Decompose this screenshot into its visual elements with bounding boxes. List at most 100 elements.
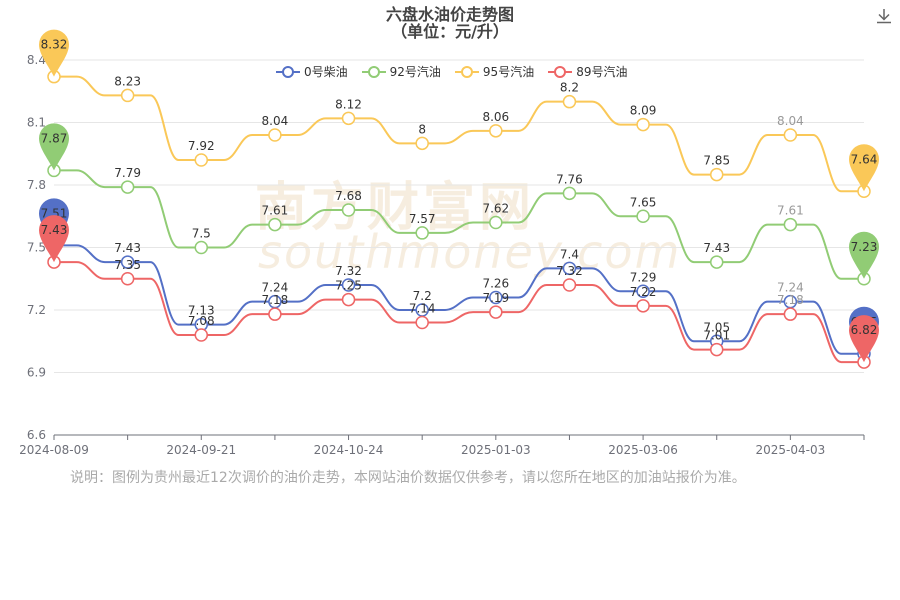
y-tick-label: 6.6 — [27, 428, 46, 442]
data-point — [120, 255, 135, 269]
map-pin-icon: 6.82 — [849, 315, 879, 363]
data-point — [194, 153, 209, 167]
data-point — [783, 128, 798, 142]
data-label: 7.05 — [703, 320, 730, 334]
data-label: 7.65 — [630, 195, 657, 209]
data-label: 7.68 — [335, 189, 362, 203]
series-line — [54, 261, 864, 364]
data-point — [120, 272, 135, 286]
pin-label: 7.43 — [41, 223, 68, 237]
data-point — [341, 203, 356, 217]
download-icon[interactable] — [874, 6, 894, 26]
data-point — [709, 255, 724, 269]
data-label: 7.61 — [262, 204, 289, 218]
y-tick-label: 6.9 — [27, 366, 46, 380]
data-label: 7.5 — [192, 227, 211, 241]
data-point — [562, 94, 577, 109]
legend-item[interactable]: 95号汽油 — [454, 63, 535, 80]
data-point — [562, 186, 577, 201]
legend-line-icon — [361, 65, 386, 78]
data-point — [341, 292, 356, 307]
data-point — [415, 315, 429, 330]
data-label: 7.32 — [335, 264, 362, 278]
data-label: 7.24 — [777, 281, 804, 295]
data-label: 7.92 — [188, 139, 215, 153]
x-tick-label: 2025-01-03 — [461, 443, 531, 457]
data-label: 7.18 — [777, 293, 804, 307]
data-label: 7.14 — [409, 302, 436, 316]
y-tick-label: 7.5 — [27, 241, 46, 255]
x-tick-label: 2025-03-06 — [608, 443, 678, 457]
data-label: 7.57 — [409, 212, 436, 226]
data-label: 7.76 — [556, 172, 583, 186]
y-tick-label: 7.2 — [27, 303, 46, 317]
data-point — [636, 299, 650, 313]
data-point — [415, 136, 429, 151]
data-label: 7.43 — [114, 241, 141, 255]
series-line — [54, 244, 864, 355]
data-label: 7.4 — [560, 247, 579, 261]
data-label: 7.13 — [188, 304, 215, 318]
pin-label: 8.32 — [41, 38, 68, 52]
legend-item[interactable]: 89号汽油 — [548, 63, 627, 80]
data-point — [489, 124, 503, 138]
pin-label: 7.23 — [851, 240, 878, 254]
data-point — [783, 307, 798, 321]
map-pin-icon: 8.32 — [39, 29, 69, 77]
legend-item[interactable]: 92号汽油 — [361, 63, 441, 80]
data-point — [562, 261, 577, 276]
data-label: 7.19 — [482, 291, 509, 305]
data-label: 7.26 — [482, 277, 509, 291]
legend-label: 89号汽油 — [576, 65, 628, 79]
legend-label: 0号柴油 — [304, 65, 348, 79]
data-label: 7.85 — [703, 154, 730, 168]
chart-note: 说明：图例为贵州最近12次调价的油价走势，本网站油价数据仅供参考，请以您所在地区… — [70, 470, 746, 486]
legend: 0号柴油 92号汽油 95号汽油 89号汽油 — [276, 63, 627, 80]
legend-line-icon — [548, 65, 573, 78]
data-point — [489, 305, 503, 319]
data-label: 7.2 — [413, 289, 432, 303]
data-point — [268, 128, 282, 142]
legend-line-icon — [454, 65, 479, 78]
data-point — [562, 278, 577, 292]
map-pin-icon: 7.64 — [849, 144, 879, 192]
data-point — [709, 342, 724, 357]
data-point — [120, 88, 135, 103]
data-label: 7.25 — [335, 279, 362, 293]
data-label: 7.18 — [262, 293, 289, 307]
legend-item[interactable]: 0号柴油 — [276, 63, 348, 80]
legend-line-icon — [276, 65, 300, 78]
data-label: 7.79 — [114, 166, 141, 180]
data-label: 7.43 — [703, 241, 730, 255]
data-point — [120, 180, 135, 194]
data-label: 7.62 — [482, 202, 509, 216]
data-point — [636, 117, 650, 132]
data-label: 8.06 — [482, 110, 509, 124]
data-point — [341, 111, 356, 126]
map-pin-icon: 7.23 — [849, 231, 879, 279]
data-label: 8.04 — [262, 114, 289, 128]
data-point — [489, 290, 503, 305]
data-label: 7.01 — [703, 329, 730, 343]
map-pin-icon: 7.43 — [39, 215, 69, 263]
data-label: 8 — [418, 122, 426, 136]
data-label: 8.2 — [560, 81, 579, 95]
y-tick-label: 8.4 — [27, 53, 46, 67]
legend-label: 95号汽油 — [482, 65, 535, 79]
data-label: 8.12 — [335, 97, 362, 111]
data-point — [194, 328, 209, 342]
data-label: 7.22 — [630, 285, 657, 299]
x-tick-label: 2025-04-03 — [755, 443, 825, 457]
data-point — [636, 209, 650, 223]
x-tick-label: 2024-09-21 — [166, 443, 236, 457]
data-label: 8.04 — [777, 114, 804, 128]
data-label: 7.29 — [630, 270, 657, 284]
data-label: 7.32 — [556, 264, 583, 278]
y-tick-label: 7.8 — [27, 178, 46, 192]
data-point — [636, 284, 650, 298]
data-label: 7.35 — [114, 258, 141, 272]
series-line — [54, 169, 864, 280]
legend-label: 92号汽油 — [389, 65, 441, 79]
data-label: 7.08 — [188, 314, 215, 328]
